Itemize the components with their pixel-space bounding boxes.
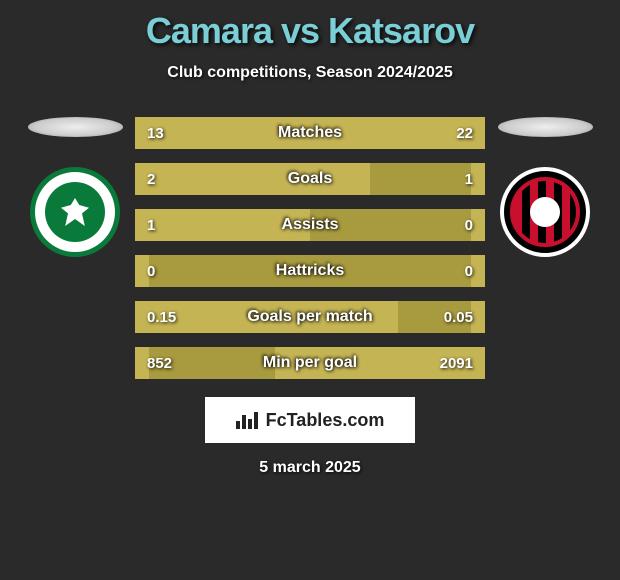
stat-value-left: 2 (147, 171, 155, 188)
crest-right-center-icon (530, 197, 560, 227)
stat-fill-right (471, 209, 485, 241)
stat-value-left: 852 (147, 355, 172, 372)
stat-label: Min per goal (263, 354, 357, 372)
right-player-silhouette (498, 117, 593, 137)
stat-fill-right (471, 301, 485, 333)
left-club-crest (30, 167, 120, 257)
crest-left-inner (45, 182, 105, 242)
brand-text: FcTables.com (266, 410, 385, 431)
comparison-panel: 13Matches222Goals11Assists00Hattricks00.… (0, 117, 620, 379)
stat-row: 0.15 Goals per match 0.05 (135, 301, 485, 333)
right-club-crest (500, 167, 590, 257)
stat-label: Hattricks (276, 262, 344, 280)
stat-label: Goals (288, 170, 332, 188)
left-player-col (25, 117, 125, 257)
stat-value-left: 1 (147, 217, 155, 234)
stat-row: 2 Goals 1 (135, 163, 485, 195)
stat-fill-right (471, 255, 485, 287)
right-player-col (495, 117, 595, 257)
crest-right-inner (510, 177, 580, 247)
date-text: 5 march 2025 (0, 459, 620, 477)
stat-row: 1 Assists 0 (135, 209, 485, 241)
stat-label: Assists (282, 216, 339, 234)
stat-value-left: 0.15 (147, 309, 176, 326)
stat-label: Matches (278, 124, 342, 142)
stat-value-right: 22 (456, 125, 473, 142)
page-title: Camara vs Katsarov (0, 0, 620, 52)
stat-value-right: 0.05 (444, 309, 473, 326)
stat-row: 852 Min per goal 2091 (135, 347, 485, 379)
eagle-icon (61, 198, 89, 226)
brand-chart-icon (236, 411, 260, 429)
stat-value-right: 0 (465, 217, 473, 234)
stat-value-left: 13 (147, 125, 164, 142)
stat-fill-left (135, 163, 370, 195)
left-player-silhouette (28, 117, 123, 137)
stat-fill-right (471, 163, 485, 195)
stat-value-right: 2091 (440, 355, 473, 372)
stat-value-right: 0 (465, 263, 473, 280)
stats-column: 13Matches222Goals11Assists00Hattricks00.… (135, 117, 485, 379)
stat-value-left: 0 (147, 263, 155, 280)
stat-row: 0 Hattricks 0 (135, 255, 485, 287)
stat-row: 13 Matches 22 (135, 117, 485, 149)
subtitle: Club competitions, Season 2024/2025 (0, 64, 620, 82)
stat-value-right: 1 (465, 171, 473, 188)
brand-badge[interactable]: FcTables.com (205, 397, 415, 443)
stat-label: Goals per match (247, 308, 372, 326)
